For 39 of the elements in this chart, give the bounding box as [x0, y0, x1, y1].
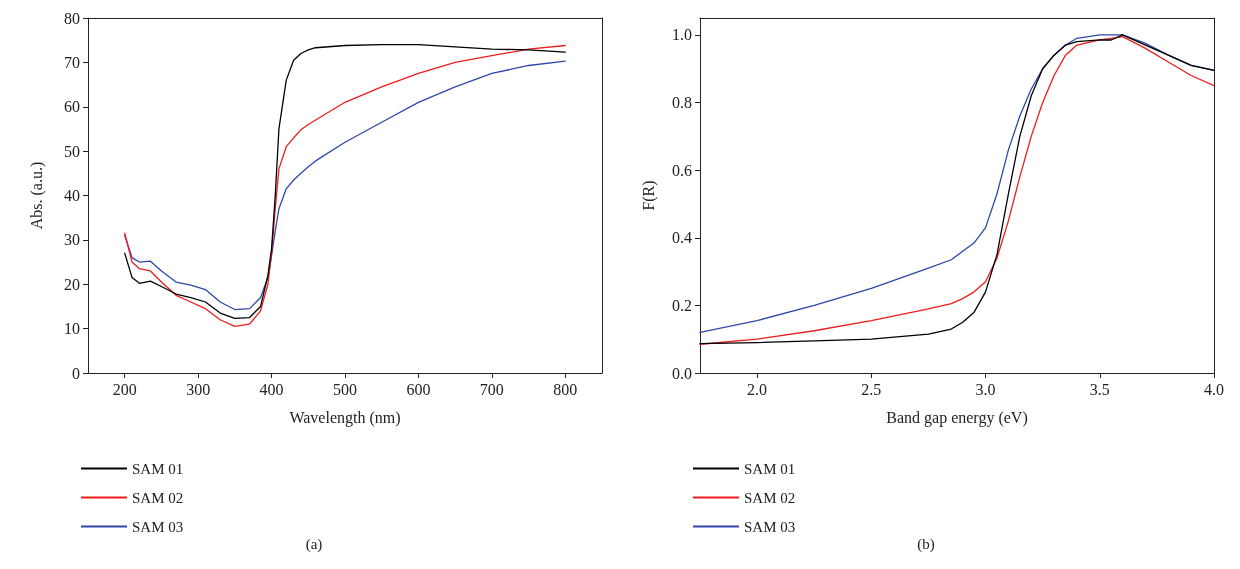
y-axis-title: Abs. (a.u.)	[27, 161, 46, 230]
y-tick-label: 80	[64, 9, 80, 27]
text: (a)	[305, 535, 323, 553]
y-tick-label: 20	[64, 275, 80, 293]
legend-label: SAM 03	[744, 518, 796, 535]
y-tick-label: 40	[64, 187, 80, 204]
legend-label: SAM 02	[132, 489, 184, 506]
y-axis-title: F(R)	[639, 180, 658, 211]
legend-label: SAM 03	[132, 518, 184, 535]
y-tick-label: 0.4	[672, 229, 692, 247]
x-tick-label: 700	[479, 380, 504, 398]
x-tick-label: 400	[259, 380, 284, 398]
x-tick-label: 500	[333, 380, 357, 398]
x-tick-label: 3.0	[975, 380, 996, 398]
y-tick-label: 0.6	[672, 161, 692, 179]
x-tick-label: 2.0	[747, 380, 768, 398]
x-tick-label: 3.5	[1089, 380, 1110, 398]
y-tick-label: 0.0	[672, 364, 692, 382]
y-tick-label: 70	[64, 53, 80, 71]
legend-label: SAM 01	[744, 460, 796, 477]
x-tick-label: 2.5	[861, 380, 882, 398]
y-tick-label: 0.2	[672, 296, 692, 314]
y-tick-label: 0.8	[672, 94, 692, 112]
y-tick-label: 60	[64, 98, 80, 116]
legend-label: SAM 02	[744, 489, 796, 506]
x-tick-label: 4.0	[1204, 380, 1224, 398]
legend-label: SAM 01	[132, 460, 184, 477]
x-tick-label: 200	[112, 380, 137, 398]
text: (b)	[917, 535, 935, 553]
x-axis-title: Wavelength (nm)	[289, 408, 401, 427]
y-tick-label: 10	[64, 320, 80, 338]
x-tick-label: 600	[406, 380, 431, 398]
y-tick-label: 50	[64, 142, 80, 160]
x-axis-title: Band gap energy (eV)	[886, 408, 1028, 427]
x-tick-label: 300	[186, 380, 211, 398]
x-tick-label: 800	[553, 380, 578, 398]
y-tick-label: 0	[72, 364, 80, 382]
y-tick-label: 30	[64, 231, 80, 249]
y-tick-label: 1.0	[672, 26, 692, 44]
